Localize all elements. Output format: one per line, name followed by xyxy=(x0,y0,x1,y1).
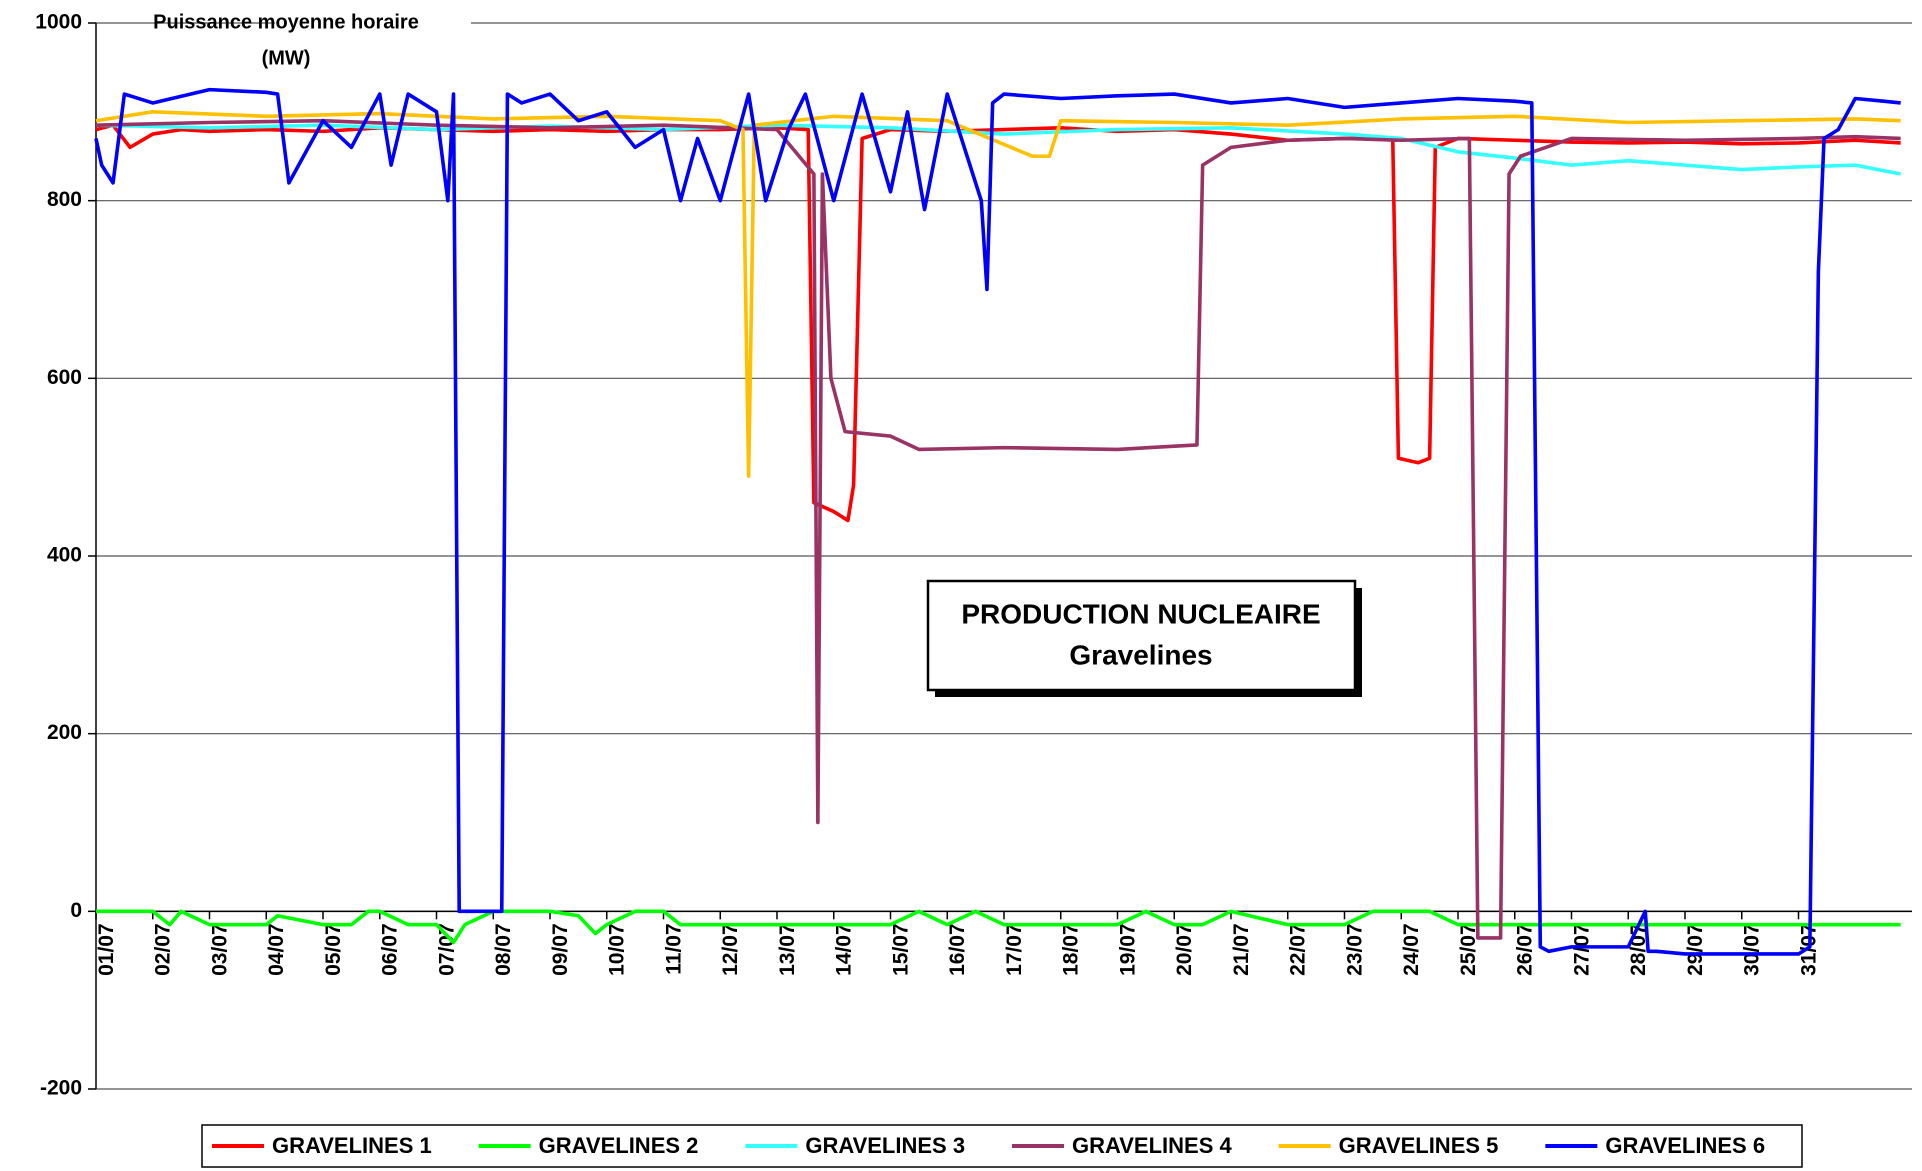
x-tick-label: 26/07 xyxy=(1514,923,1537,976)
x-tick-label: 10/07 xyxy=(606,923,629,976)
x-tick-label: 19/07 xyxy=(1116,923,1139,976)
legend-label: GRAVELINES 6 xyxy=(1605,1133,1765,1158)
x-tick-label: 05/07 xyxy=(322,923,345,976)
legend-label: GRAVELINES 4 xyxy=(1072,1133,1233,1158)
x-tick-label: 18/07 xyxy=(1060,923,1083,976)
x-tick-label: 16/07 xyxy=(946,923,969,976)
x-tick-label: 25/07 xyxy=(1457,923,1480,976)
series-line xyxy=(94,87,1901,956)
y-axis-label: Puissance moyenne horaire xyxy=(153,11,419,33)
series-line xyxy=(95,123,1901,523)
legend-label: GRAVELINES 2 xyxy=(539,1133,699,1158)
x-tick-label: 08/07 xyxy=(492,923,515,976)
x-tick-label: 24/07 xyxy=(1400,923,1423,976)
x-tick-label: 14/07 xyxy=(833,923,856,976)
legend-label: GRAVELINES 3 xyxy=(805,1133,965,1158)
legend-label: GRAVELINES 1 xyxy=(272,1133,432,1158)
x-tick-label: 01/07 xyxy=(95,923,118,976)
x-tick-label: 11/07 xyxy=(662,923,685,974)
x-tick-label: 21/07 xyxy=(1230,923,1253,976)
ylabel-background xyxy=(275,8,471,34)
x-tick-label: 12/07 xyxy=(719,923,742,976)
legend: GRAVELINES 1 GRAVELINES 2 GRAVELINES 3 GRAV… xyxy=(201,1124,1803,1168)
axes: -200 0 200 400 600 800 1000 01/07 02/07 03/07 04/0… xyxy=(35,11,1912,1100)
x-tick-label: 17/07 xyxy=(1003,923,1026,976)
x-tick-label: 07/07 xyxy=(435,923,458,976)
y-tick-label: 600 xyxy=(47,366,82,389)
legend-box xyxy=(201,1124,1803,1168)
x-tick-label: 30/07 xyxy=(1741,923,1764,976)
series-line xyxy=(96,909,1901,945)
x-tick-label: 04/07 xyxy=(265,923,288,976)
series-line xyxy=(95,118,1901,940)
y-tick-label: -200 xyxy=(40,1077,82,1100)
series-line xyxy=(95,110,1901,478)
x-tick-label: 09/07 xyxy=(549,923,572,976)
x-tick-label: 03/07 xyxy=(208,923,231,976)
y-tick-label: 1000 xyxy=(35,11,82,34)
chart-title: PRODUCTION NUCLEAIRE xyxy=(961,598,1320,629)
x-tick-label: 13/07 xyxy=(776,923,799,976)
y-axis-label: (MW) xyxy=(262,47,311,69)
x-tick-label: 06/07 xyxy=(379,923,402,976)
x-tick-label: 20/07 xyxy=(1173,923,1196,976)
x-tick-label: 29/07 xyxy=(1684,923,1707,976)
chart-subtitle: Gravelines xyxy=(1069,639,1212,670)
x-tick-label: 23/07 xyxy=(1343,923,1366,976)
y-tick-label: 0 xyxy=(70,899,82,922)
series-line xyxy=(95,123,1901,176)
title-box xyxy=(926,579,1357,692)
y-tick-label: 400 xyxy=(47,544,82,567)
x-tick-label: 27/07 xyxy=(1570,923,1593,976)
series xyxy=(94,87,1901,956)
y-tick-label: 200 xyxy=(47,721,82,744)
x-tick-label: 02/07 xyxy=(152,923,175,976)
x-tick-label: 15/07 xyxy=(889,923,912,976)
x-tick-label: 22/07 xyxy=(1287,923,1310,976)
x-tick-label: 31/07 xyxy=(1797,923,1820,976)
legend-label: GRAVELINES 5 xyxy=(1339,1133,1499,1158)
y-tick-label: 800 xyxy=(47,188,82,211)
